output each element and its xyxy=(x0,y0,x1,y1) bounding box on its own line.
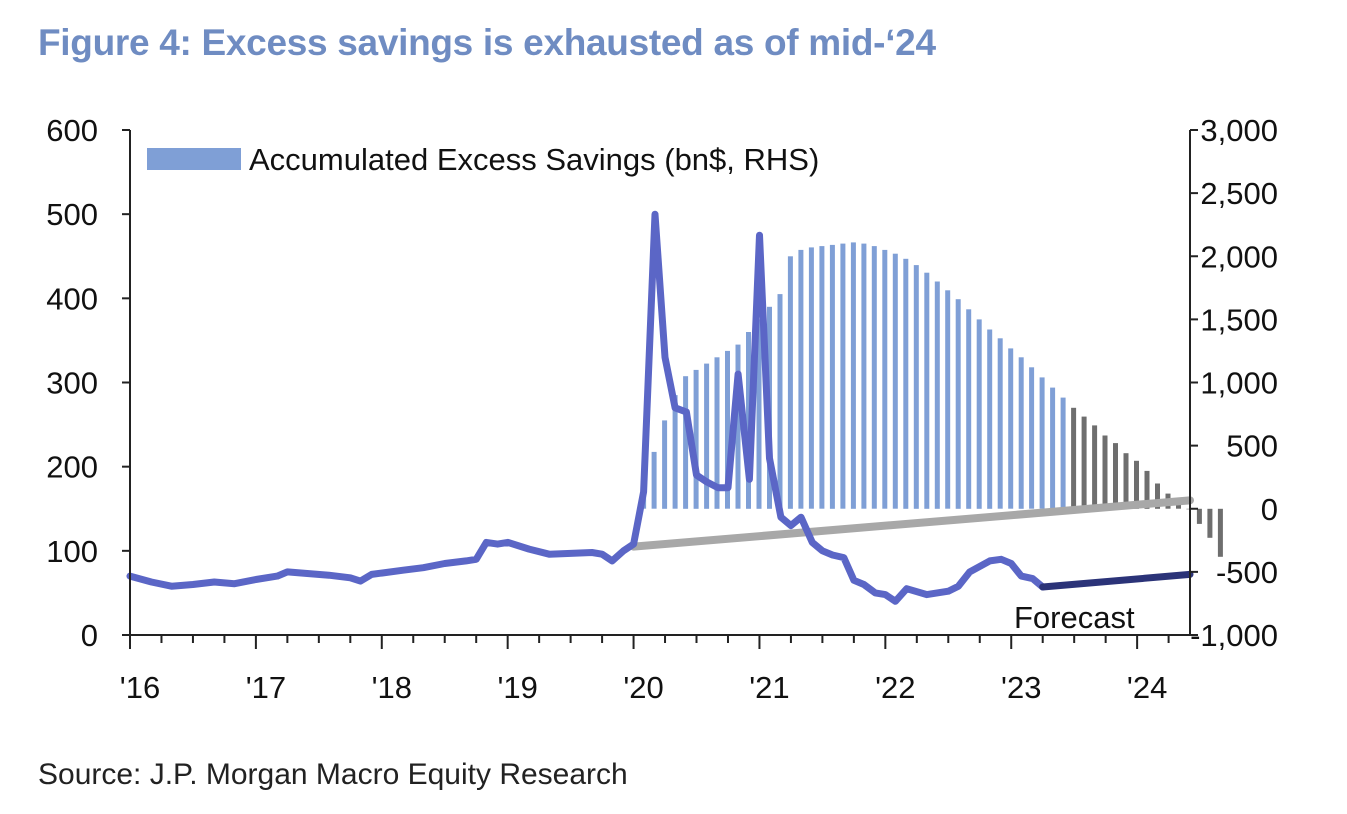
bar xyxy=(662,420,668,509)
bar xyxy=(808,247,814,509)
bar xyxy=(725,350,730,509)
bar xyxy=(672,395,678,509)
left-tick-label: 300 xyxy=(46,366,98,401)
right-tick-label: 1,000 xyxy=(1200,366,1278,401)
left-tick-label: 0 xyxy=(81,618,98,653)
bar xyxy=(955,299,961,509)
bar xyxy=(1134,460,1139,509)
bar xyxy=(976,319,982,509)
bar xyxy=(735,344,741,509)
bar xyxy=(714,357,720,509)
bar xyxy=(840,243,846,509)
bar xyxy=(1176,502,1181,509)
chart-title: Figure 4: Excess savings is exhausted as… xyxy=(38,22,936,63)
bar xyxy=(704,363,710,509)
x-tick-label: '20 xyxy=(623,670,663,705)
left-tick-label: 500 xyxy=(46,197,98,232)
bar xyxy=(987,329,993,509)
left-tick-label: 600 xyxy=(46,113,98,148)
bar xyxy=(966,309,972,509)
bar xyxy=(871,246,877,509)
bar xyxy=(997,338,1003,509)
left-tick-label: 200 xyxy=(46,450,98,485)
axes: 0 100 200 300 400 500 600 -1,000 -500 0 500 1,000 1,… xyxy=(46,113,1278,705)
line-path xyxy=(126,210,1047,605)
forecast-annotation: Forecast xyxy=(1014,600,1135,635)
bar xyxy=(1018,357,1024,509)
bar xyxy=(777,294,783,509)
bar xyxy=(861,243,867,509)
bar xyxy=(693,369,699,509)
bar xyxy=(1217,508,1223,557)
bar xyxy=(829,244,835,509)
right-tick-label: 3,000 xyxy=(1200,113,1278,148)
bar xyxy=(1102,435,1108,509)
legend-label: Accumulated Excess Savings (bn$, RHS) xyxy=(249,142,819,177)
bar xyxy=(756,319,762,509)
x-tick-label: '22 xyxy=(875,670,915,705)
source-note: Source: J.P. Morgan Macro Equity Researc… xyxy=(38,758,628,791)
bar xyxy=(787,256,793,509)
trend-line-path xyxy=(629,496,1194,551)
x-tick-label: '23 xyxy=(1001,670,1041,705)
bar xyxy=(1113,443,1118,509)
bar xyxy=(1123,453,1129,509)
bar xyxy=(1060,397,1066,509)
bar xyxy=(1155,483,1160,509)
right-tick-label: 0 xyxy=(1261,492,1278,527)
x-tick-label: '19 xyxy=(497,670,537,705)
bar xyxy=(1029,367,1035,509)
x-tick-label: '21 xyxy=(749,670,789,705)
bar xyxy=(913,265,919,509)
bar xyxy=(1050,387,1056,509)
x-tick-label: '17 xyxy=(246,670,286,705)
x-tick-label: '24 xyxy=(1127,670,1167,705)
bar xyxy=(1144,470,1150,509)
bar xyxy=(850,242,856,509)
right-tick-label: 2,500 xyxy=(1200,176,1278,211)
bar xyxy=(651,451,657,509)
legend-swatch xyxy=(147,148,241,170)
right-tick-label: -500 xyxy=(1216,555,1278,590)
left-tick-label: 400 xyxy=(46,281,98,316)
bar xyxy=(683,376,689,509)
legend: Accumulated Excess Savings (bn$, RHS) xyxy=(147,142,819,177)
right-tick-label: 500 xyxy=(1226,429,1278,464)
bar xyxy=(1081,416,1087,509)
bar xyxy=(882,249,888,509)
bar xyxy=(924,272,930,509)
bar xyxy=(1008,348,1014,509)
bar xyxy=(798,249,804,509)
bar xyxy=(1092,425,1098,509)
bar xyxy=(819,246,825,509)
bar-series xyxy=(641,242,1223,557)
bar xyxy=(1039,377,1045,509)
bar xyxy=(945,290,951,509)
right-tick-label: 2,000 xyxy=(1200,239,1278,274)
bar xyxy=(1207,508,1213,538)
line-series xyxy=(126,210,1194,605)
x-tick-label: '16 xyxy=(120,670,160,705)
bar xyxy=(1071,407,1077,509)
x-tick-label: '18 xyxy=(372,670,412,705)
bar xyxy=(892,253,898,509)
trend-line xyxy=(629,496,1194,551)
bar xyxy=(934,281,940,509)
bar xyxy=(903,258,909,509)
right-tick-label: -1,000 xyxy=(1190,618,1278,653)
left-tick-label: 100 xyxy=(46,534,98,569)
bar xyxy=(1196,508,1202,524)
forecast-line-path xyxy=(1039,570,1194,591)
right-tick-label: 1,500 xyxy=(1200,302,1278,337)
bar xyxy=(1186,508,1192,510)
